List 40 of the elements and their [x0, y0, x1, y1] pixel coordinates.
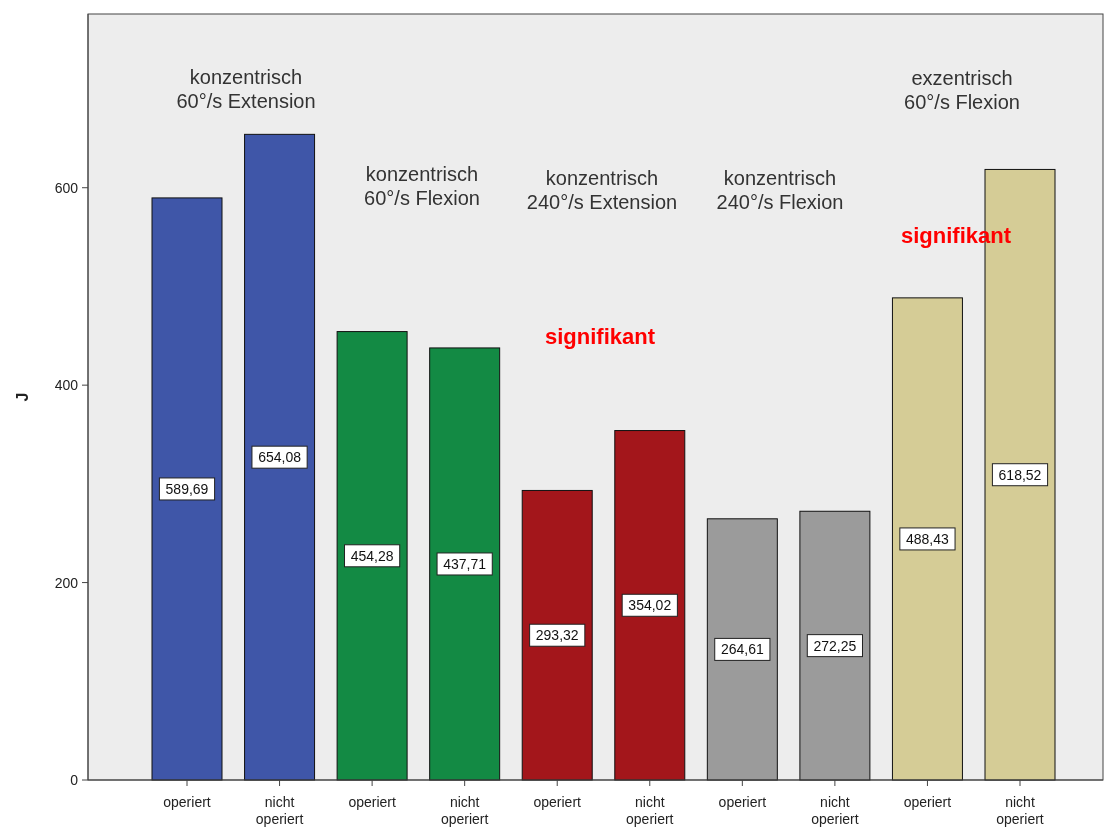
data-label: 264,61 [720, 641, 764, 658]
data-label: 618,52 [998, 466, 1042, 483]
data-label: 488,43 [906, 530, 950, 547]
x-tick-label: nicht operiert [255, 794, 304, 827]
annotation: konzentrisch 240°/s Flexion [716, 167, 844, 213]
data-label: 454,28 [350, 547, 394, 564]
annotation: konzentrisch 240°/s Extension [526, 167, 678, 213]
bar [891, 297, 963, 781]
y-tick-label: 0 [70, 772, 79, 788]
data-label: 437,71 [443, 555, 487, 572]
y-tick-label: 600 [54, 179, 79, 196]
y-axis-title: J [14, 392, 31, 402]
x-tick-label: operiert [163, 794, 211, 810]
data-label: 272,25 [813, 637, 857, 654]
x-tick-label: operiert [348, 794, 396, 810]
bar [336, 331, 408, 781]
annotation: konzentrisch 60°/s Extension [176, 66, 316, 112]
annotation: konzentrisch 60°/s Flexion [364, 163, 480, 209]
bar [429, 347, 501, 781]
bar [799, 510, 871, 781]
bar [151, 197, 223, 781]
x-tick-label: nicht operiert [811, 794, 859, 827]
data-label: 293,32 [535, 627, 579, 644]
bar [614, 430, 686, 781]
x-tick-label: operiert [718, 794, 767, 810]
x-tick-label: operiert [903, 794, 952, 810]
x-tick-label: nicht operiert [440, 794, 489, 827]
bar [706, 518, 778, 781]
annotation: signifikant [544, 324, 656, 349]
data-label: 654,08 [258, 449, 302, 466]
y-tick-label: 400 [54, 377, 79, 394]
data-label: 354,02 [628, 597, 672, 614]
x-tick-label: nicht operiert [626, 794, 674, 827]
x-tick-label: nicht operiert [996, 794, 1044, 827]
bar [244, 133, 316, 781]
bar [521, 489, 593, 781]
y-tick-label: 200 [54, 574, 79, 591]
annotation: exzentrisch 60°/s Flexion [904, 67, 1020, 113]
x-tick-label: operiert [533, 794, 582, 810]
data-label: 589,69 [165, 480, 209, 497]
